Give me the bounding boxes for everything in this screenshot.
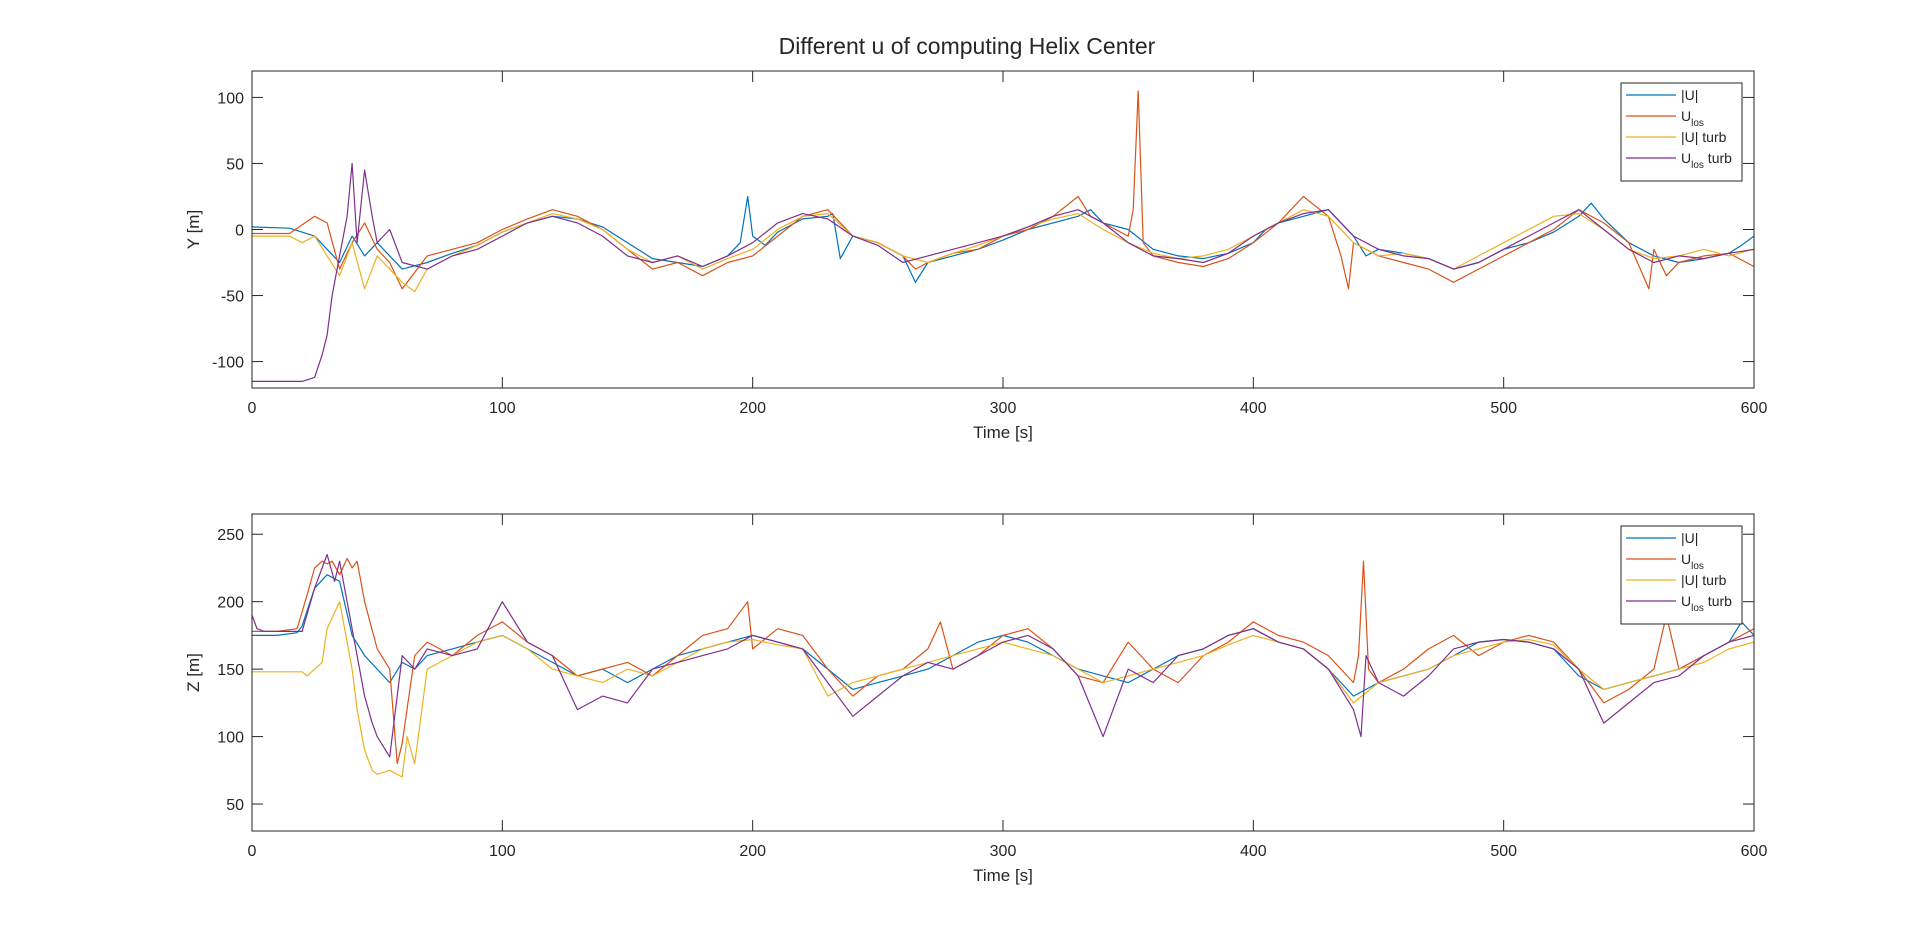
chart-y-position: 0 100 200 300 400 500 600 -100 -50 0 50 100 Time [s]… (184, 70, 1768, 442)
y-tick-label: 100 (217, 90, 244, 107)
x-tick-label: 200 (739, 843, 766, 860)
legend-label-1: Ulos (1681, 551, 1704, 572)
y-tick-label: 250 (217, 527, 244, 544)
legend-label-1: Ulos (1681, 108, 1704, 129)
series-line-2 (252, 209, 1754, 293)
legend-box (1620, 525, 1743, 625)
legend-label-main: U (1681, 150, 1691, 166)
x-tick-label: 600 (1741, 843, 1768, 860)
figure-title: Different u of computing Helix Center (779, 33, 1156, 59)
y-axis-label: Y [m] (184, 210, 203, 249)
y-axis-label: Z [m] (184, 653, 203, 692)
legend-label-suffix: turb (1704, 150, 1732, 166)
y-tick-label: 50 (226, 156, 244, 173)
legend-label-2: |U| turb (1681, 129, 1727, 145)
legend-label-2: |U| turb (1681, 572, 1727, 588)
series-line-3 (252, 553, 1754, 758)
y-tick-label: 100 (217, 730, 244, 747)
legend-label-subscript: los (1691, 561, 1704, 572)
legend-label-suffix: turb (1704, 593, 1732, 609)
legend-label-main: |U| (1681, 530, 1698, 546)
y-tick-label: -50 (221, 289, 244, 306)
series-line-1 (252, 90, 1754, 290)
legend-label-main: U (1681, 108, 1691, 124)
legend-label-0: |U| (1681, 530, 1698, 546)
x-tick-label: 100 (489, 400, 516, 417)
legend-label-0: |U| (1681, 87, 1698, 103)
legend-label-main: |U| turb (1681, 572, 1727, 588)
x-tick-label: 300 (990, 400, 1017, 417)
y-tick-label: 0 (235, 223, 244, 240)
x-tick-label: 500 (1490, 843, 1517, 860)
legend-label-subscript: los (1691, 603, 1704, 614)
x-axis-label: Time [s] (973, 866, 1033, 885)
legend-label-main: U (1681, 593, 1691, 609)
y-tick-label: 200 (217, 595, 244, 612)
x-tick-label: 400 (1240, 400, 1267, 417)
y-tick-label: -100 (212, 355, 244, 372)
series-line-3 (252, 162, 1754, 382)
x-tick-label: 0 (248, 400, 257, 417)
legend-label-3: Ulos turb (1681, 150, 1732, 171)
legend-label-main: |U| (1681, 87, 1698, 103)
legend-label-3: Ulos turb (1681, 593, 1732, 614)
legend-label-subscript: los (1691, 118, 1704, 129)
x-tick-label: 600 (1741, 400, 1768, 417)
chart-z-position: 0 100 200 300 400 500 600 50 100 150 200 250 Time [s… (184, 513, 1768, 885)
plot-area (252, 514, 1754, 831)
x-tick-label: 0 (248, 843, 257, 860)
series-line-2 (252, 601, 1754, 778)
y-tick-label: 50 (226, 797, 244, 814)
x-tick-label: 400 (1240, 843, 1267, 860)
x-tick-label: 100 (489, 843, 516, 860)
x-tick-label: 200 (739, 400, 766, 417)
legend-label-subscript: los (1691, 160, 1704, 171)
legend-label-main: |U| turb (1681, 129, 1727, 145)
x-tick-label: 300 (990, 843, 1017, 860)
y-tick-label: 150 (217, 662, 244, 679)
legend-box (1620, 82, 1743, 182)
legend-label-main: U (1681, 551, 1691, 567)
x-tick-label: 500 (1490, 400, 1517, 417)
series-line-1 (252, 557, 1754, 765)
x-axis-label: Time [s] (973, 423, 1033, 442)
